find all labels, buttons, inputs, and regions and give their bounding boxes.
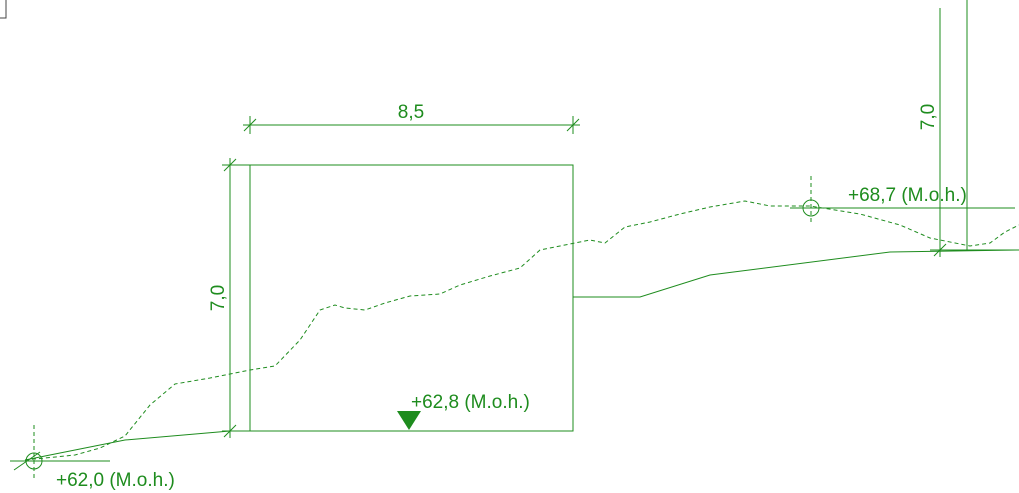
elevation-left-label: +62,0 (M.o.h.) <box>56 470 175 491</box>
circle-crosshair-icon <box>790 176 1015 222</box>
frame-corner <box>0 0 7 19</box>
proposed-terrain-line <box>24 430 231 461</box>
height-dimension-left-label: 7,0 <box>208 285 229 311</box>
elevation-floor-label: +62,8 (M.o.h.) <box>411 392 530 413</box>
existing-terrain-line <box>24 200 1019 461</box>
circle-crosshair-icon <box>10 425 110 480</box>
height-dimension-right: 7,0 <box>918 0 1019 257</box>
proposed-terrain-right <box>573 249 1019 298</box>
width-dimension-label: 8,5 <box>398 102 424 123</box>
elevation-right-label: +68,7 (M.o.h.) <box>848 185 967 206</box>
building-outline <box>249 164 574 432</box>
width-dimension: 8,5 <box>243 102 580 134</box>
height-dimension-right-label: 7,0 <box>918 104 939 130</box>
height-dimension-left: 7,0 <box>208 158 250 438</box>
triangle-down-icon <box>397 411 421 430</box>
